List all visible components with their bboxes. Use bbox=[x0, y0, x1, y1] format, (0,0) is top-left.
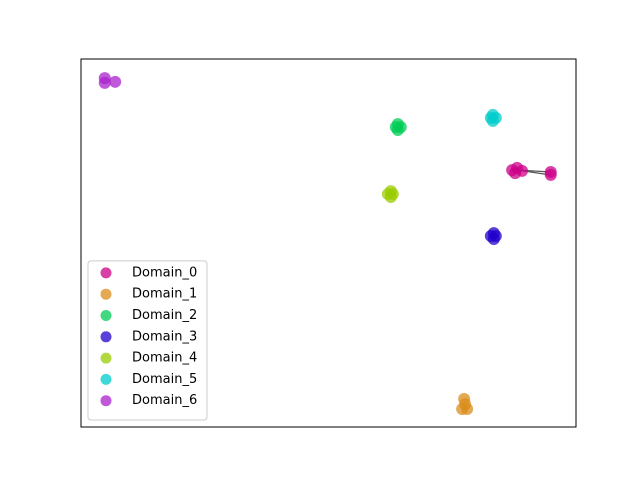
point bbox=[98, 76, 111, 89]
legend-marker bbox=[100, 331, 112, 343]
point bbox=[509, 167, 522, 180]
legend-label: Domain_6 bbox=[132, 393, 197, 408]
point bbox=[109, 75, 122, 88]
legend-label: Domain_1 bbox=[132, 287, 197, 302]
legend-marker bbox=[100, 310, 112, 321]
legend-label: Domain_4 bbox=[132, 351, 197, 366]
legend-marker bbox=[100, 373, 112, 385]
legend-label: Domain_3 bbox=[132, 329, 197, 344]
legend-marker bbox=[100, 267, 112, 279]
point bbox=[391, 124, 404, 137]
legend-marker bbox=[100, 288, 112, 300]
point bbox=[459, 398, 472, 411]
legend-marker bbox=[100, 395, 112, 407]
point bbox=[384, 191, 397, 203]
legend-label: Domain_0 bbox=[132, 265, 197, 280]
legend-label: Domain_5 bbox=[132, 372, 197, 387]
axes-frame bbox=[80, 58, 577, 428]
legend-box bbox=[87, 260, 208, 421]
point bbox=[544, 168, 557, 181]
point bbox=[486, 114, 499, 127]
legend-marker bbox=[100, 352, 112, 364]
legend-label: Domain_2 bbox=[132, 308, 197, 323]
point bbox=[487, 232, 500, 245]
